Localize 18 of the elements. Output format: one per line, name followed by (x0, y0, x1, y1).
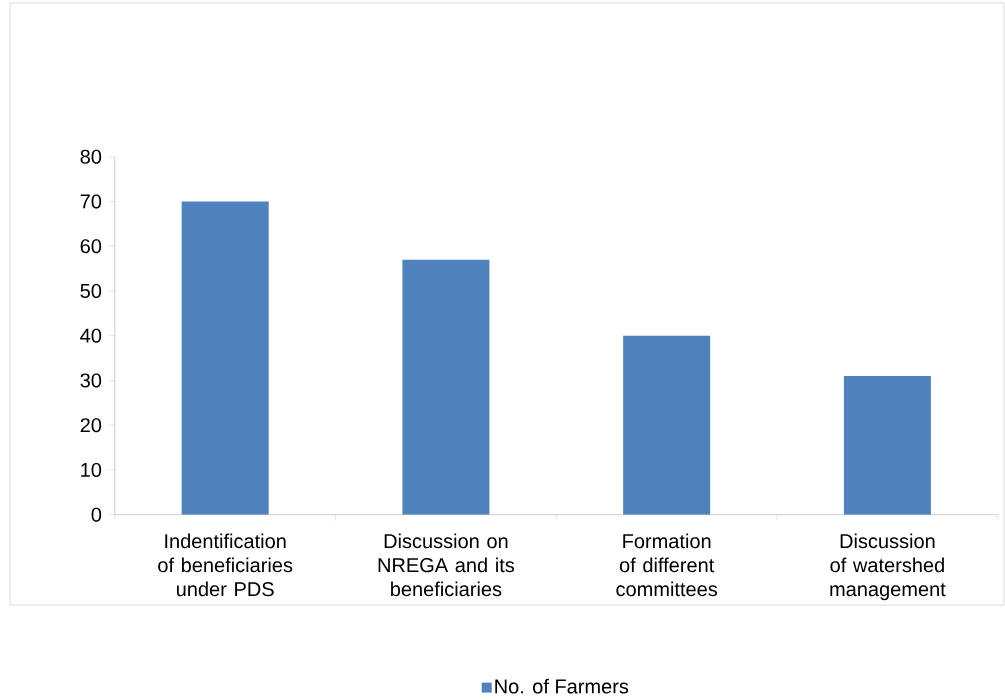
y-tick-label: 60 (80, 238, 102, 254)
bar (623, 335, 711, 515)
y-tick-label: 40 (80, 328, 102, 343)
y-tick-label: 10 (81, 462, 102, 477)
legend-label: No. of Farmers (495, 678, 629, 694)
y-tick-label: 50 (80, 283, 102, 298)
bar (181, 201, 269, 515)
bar (402, 259, 490, 515)
y-tick-label: 30 (80, 373, 102, 388)
y-tick-label: 70 (80, 194, 102, 209)
x-tick-label: Discussion of watershed management (830, 533, 946, 601)
bar (843, 375, 931, 515)
y-tick-label: 20 (80, 417, 102, 433)
y-tick-label: 0 (91, 507, 102, 522)
x-tick-label: Discussion on NREGA and its beneficiaries (378, 533, 515, 597)
x-tick-label: Indentification of beneficiaries under PDS (158, 533, 293, 597)
x-tick-label: Formation of different committees (616, 533, 718, 597)
y-tick-label: 80 (80, 149, 102, 164)
